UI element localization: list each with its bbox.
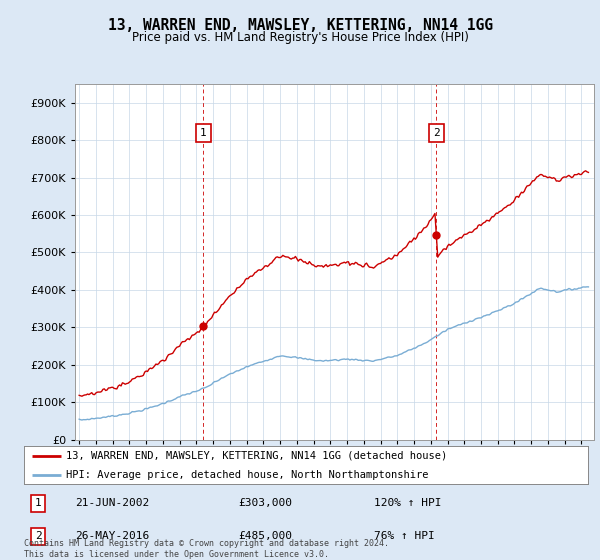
Text: Contains HM Land Registry data © Crown copyright and database right 2024.
This d: Contains HM Land Registry data © Crown c… (24, 539, 389, 559)
Text: 76% ↑ HPI: 76% ↑ HPI (374, 531, 434, 541)
Text: 1: 1 (200, 128, 207, 138)
Text: 2: 2 (433, 128, 440, 138)
Text: 21-JUN-2002: 21-JUN-2002 (75, 498, 149, 508)
Text: 1: 1 (35, 498, 41, 508)
Text: 2: 2 (35, 531, 41, 541)
Text: 13, WARREN END, MAWSLEY, KETTERING, NN14 1GG (detached house): 13, WARREN END, MAWSLEY, KETTERING, NN14… (66, 451, 448, 461)
Text: 13, WARREN END, MAWSLEY, KETTERING, NN14 1GG: 13, WARREN END, MAWSLEY, KETTERING, NN14… (107, 18, 493, 33)
Text: Price paid vs. HM Land Registry's House Price Index (HPI): Price paid vs. HM Land Registry's House … (131, 31, 469, 44)
Text: £485,000: £485,000 (238, 531, 292, 541)
Text: 26-MAY-2016: 26-MAY-2016 (75, 531, 149, 541)
Text: £303,000: £303,000 (238, 498, 292, 508)
Text: HPI: Average price, detached house, North Northamptonshire: HPI: Average price, detached house, Nort… (66, 470, 429, 480)
Text: 120% ↑ HPI: 120% ↑ HPI (374, 498, 441, 508)
